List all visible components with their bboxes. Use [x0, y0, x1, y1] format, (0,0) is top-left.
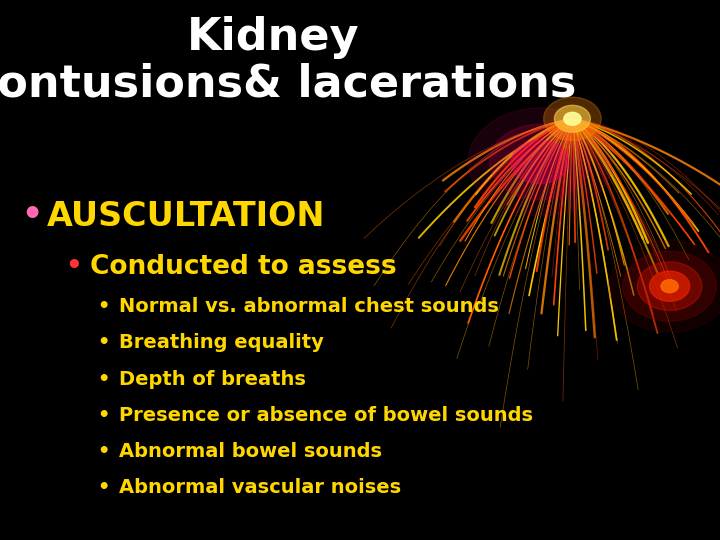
Text: •: •	[97, 406, 109, 425]
Text: •: •	[97, 297, 109, 316]
Text: Normal vs. abnormal chest sounds: Normal vs. abnormal chest sounds	[119, 297, 499, 316]
Circle shape	[511, 140, 569, 184]
Text: Abnormal bowel sounds: Abnormal bowel sounds	[119, 442, 382, 461]
Circle shape	[554, 105, 590, 132]
Circle shape	[623, 251, 716, 321]
Text: •: •	[97, 478, 109, 497]
Circle shape	[544, 97, 601, 140]
Circle shape	[564, 112, 581, 125]
Circle shape	[661, 280, 678, 293]
Text: Abnormal vascular noises: Abnormal vascular noises	[119, 478, 401, 497]
Circle shape	[608, 240, 720, 332]
Text: •: •	[97, 442, 109, 461]
Text: •: •	[97, 333, 109, 353]
Circle shape	[490, 124, 590, 200]
Text: •: •	[22, 199, 43, 233]
Text: Conducted to assess: Conducted to assess	[90, 254, 397, 280]
Circle shape	[649, 271, 690, 301]
Text: AUSCULTATION: AUSCULTATION	[47, 199, 325, 233]
Circle shape	[468, 108, 612, 216]
Text: Kidney
contusions& lacerations: Kidney contusions& lacerations	[0, 16, 576, 106]
Circle shape	[637, 262, 702, 310]
Text: •: •	[65, 254, 81, 280]
Text: Breathing equality: Breathing equality	[119, 333, 324, 353]
Text: •: •	[97, 369, 109, 389]
Text: Presence or absence of bowel sounds: Presence or absence of bowel sounds	[119, 406, 533, 425]
Text: Depth of breaths: Depth of breaths	[119, 369, 306, 389]
